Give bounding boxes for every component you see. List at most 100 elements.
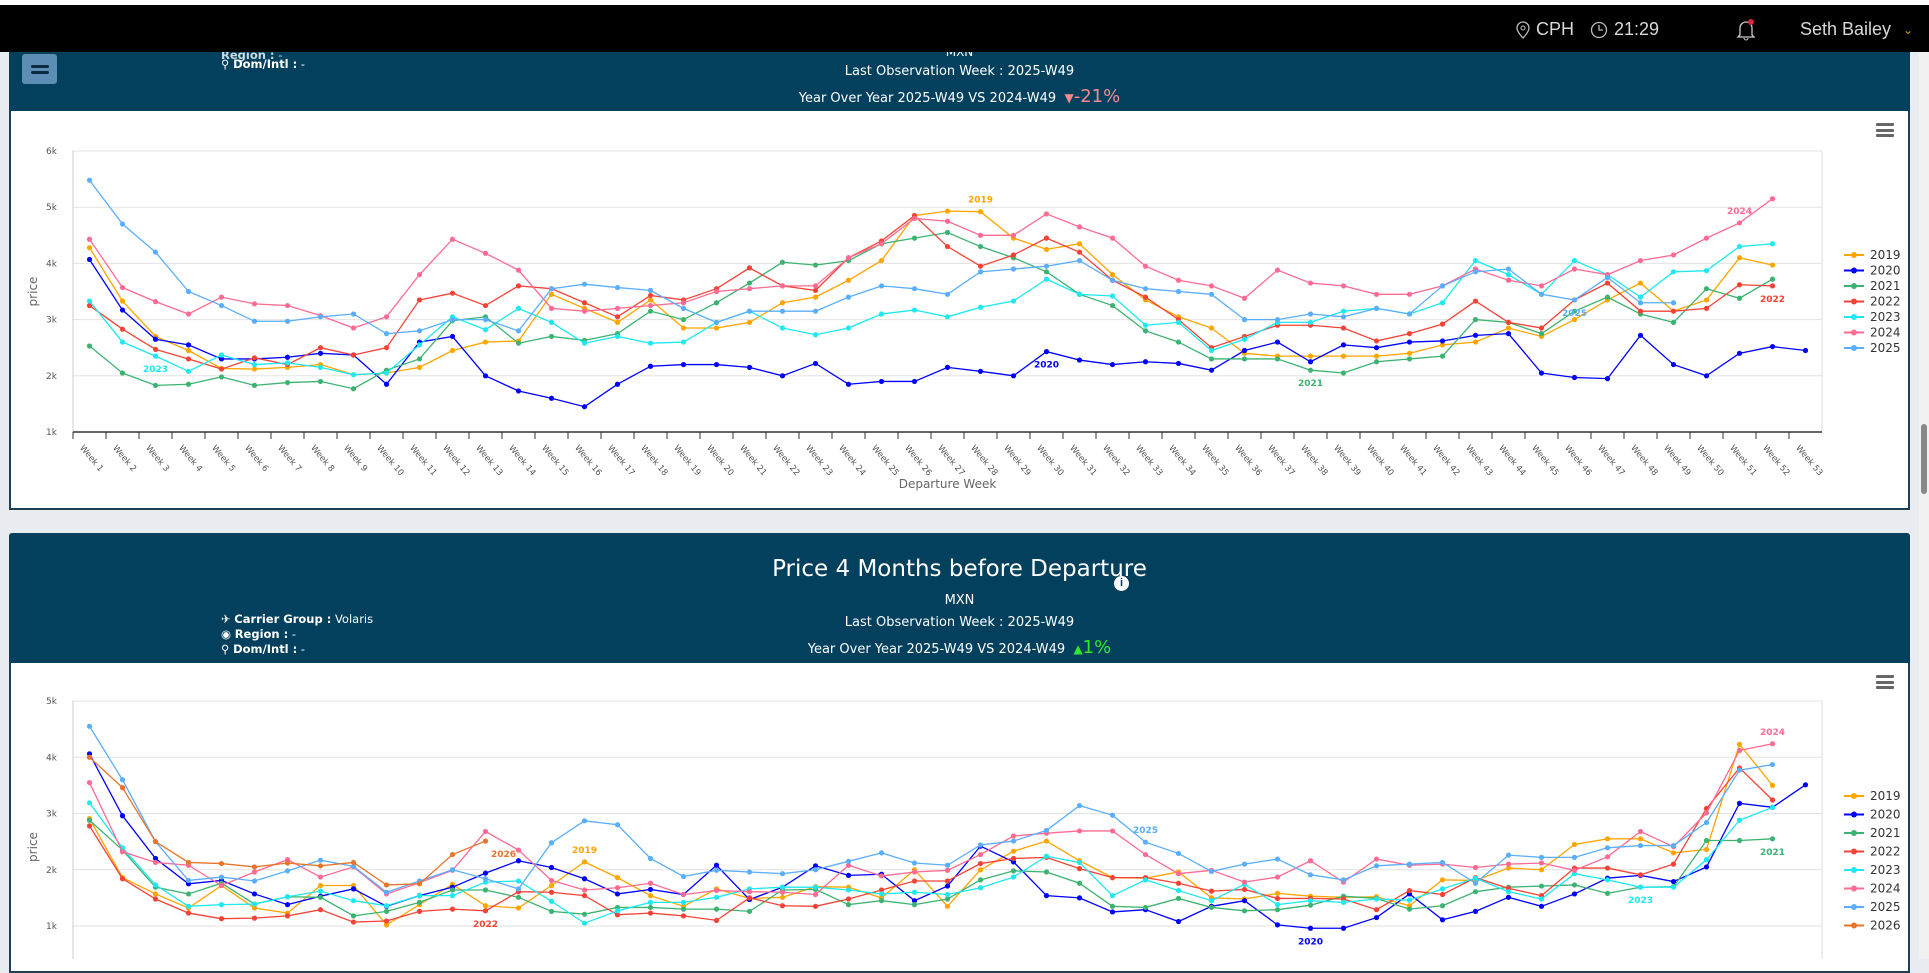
data-point-2023 [1538,896,1545,902]
data-point-2024 [878,873,885,879]
data-point-2025 [350,863,357,869]
trend-down-icon: ▼ [1064,91,1074,105]
notifications-button[interactable] [1736,19,1756,41]
series-line-2022 [89,214,1773,370]
data-point-2019 [449,347,456,354]
data-point-2023 [1472,257,1479,264]
data-point-2024 [779,889,786,895]
data-point-2024 [86,236,93,242]
data-point-2019 [746,319,753,326]
data-point-2021 [680,906,687,912]
x-tick-label: Week 49 [1661,444,1692,479]
data-point-2023 [1505,889,1512,895]
data-point-2019 [1373,353,1380,359]
legend-item-2021: 2021 [1870,826,1901,840]
data-point-2023 [86,298,93,304]
data-point-2025 [1406,311,1413,317]
data-point-2019 [977,867,984,873]
page-scrollbar[interactable] [1919,52,1929,959]
info-icon[interactable]: i [1114,576,1129,591]
x-axis-title: Departure Week [899,477,997,491]
x-tick-label: Week 37 [1265,444,1296,479]
x-tick-label: Week 41 [1397,444,1428,479]
data-point-2024 [647,880,654,886]
data-point-2023 [1637,884,1644,890]
data-point-2024 [1538,283,1545,289]
dom-intl-info: ⚲ Dom/Intl : - [221,642,306,656]
data-point-2020 [647,886,654,893]
user-menu[interactable]: Seth Bailey ⌄ [1800,19,1913,40]
legend-item-2019: 2019 [1870,789,1901,803]
data-point-2026 [119,785,126,791]
data-point-2025 [878,283,885,289]
data-point-2019 [482,903,489,909]
data-point-2023 [218,902,225,908]
data-point-2021 [1769,276,1776,282]
data-point-2024 [1076,828,1083,834]
data-point-2025 [449,867,456,873]
data-point-2025 [218,302,225,309]
data-point-2021 [845,902,852,908]
data-point-2019 [1472,339,1479,345]
data-label-2024: 2024 [1727,207,1752,217]
data-point-2021 [317,894,324,900]
data-point-2024 [1736,220,1743,226]
data-point-2024 [812,283,819,289]
data-point-2024 [713,887,720,894]
data-point-2024 [1109,828,1116,834]
data-point-2025 [680,305,687,311]
chart-card-header: Region : - ⚲ Dom/Intl : - MXN Last Obser… [9,45,1910,111]
sidebar-toggle-button[interactable] [22,54,57,84]
data-point-2025 [1373,863,1380,869]
chart-menu-icon[interactable] [1876,675,1894,689]
data-point-2025 [1274,856,1281,862]
x-tick-label: Week 46 [1562,444,1593,479]
data-point-2020 [911,378,918,385]
data-point-2021 [1703,837,1710,844]
data-point-2022 [581,893,588,899]
data-point-2020 [152,855,159,862]
chart-menu-icon[interactable] [1876,123,1894,137]
data-point-2023 [548,898,555,904]
data-point-2024 [845,255,852,261]
data-point-2023 [680,339,687,345]
data-point-2022 [1076,866,1083,872]
data-point-2021 [581,911,588,917]
data-point-2025 [1670,842,1677,849]
data-point-2022 [878,887,885,893]
data-point-2023 [251,901,258,907]
data-point-2020 [680,361,687,368]
data-point-2020 [515,388,522,394]
data-point-2023 [152,882,159,888]
y-tick-label: 2k [46,866,58,876]
data-point-2020 [1472,908,1479,914]
data-point-2021 [482,887,489,893]
data-point-2025 [284,868,291,874]
data-point-2025 [515,328,522,334]
data-point-2021 [1043,869,1050,875]
x-tick-label: Week 38 [1298,444,1329,479]
legend-item-2019: 2019 [1870,248,1901,262]
data-point-2023 [1472,875,1479,881]
data-point-2023 [911,889,918,895]
data-point-2025 [812,308,819,314]
data-point-2020 [1538,370,1545,376]
x-tick-label: Week 47 [1595,444,1626,479]
data-point-2019 [614,319,621,326]
legend-marker-2023 [1851,314,1857,320]
data-point-2019 [416,364,423,370]
data-point-2023 [977,304,984,310]
x-tick-label: Week 12 [440,444,471,479]
data-point-2025 [383,889,390,895]
x-tick-label: Week 51 [1727,444,1758,479]
data-point-2021 [878,898,885,904]
data-point-2020 [878,378,885,385]
data-point-2022 [1439,891,1446,898]
scrollbar-thumb[interactable] [1921,424,1927,494]
data-label-2024: 2024 [1760,728,1785,738]
data-point-2019 [119,298,126,304]
data-point-2023 [1241,336,1248,342]
data-point-2022 [1043,235,1050,241]
data-point-2022 [1109,875,1116,881]
x-tick-label: Week 28 [968,444,999,479]
